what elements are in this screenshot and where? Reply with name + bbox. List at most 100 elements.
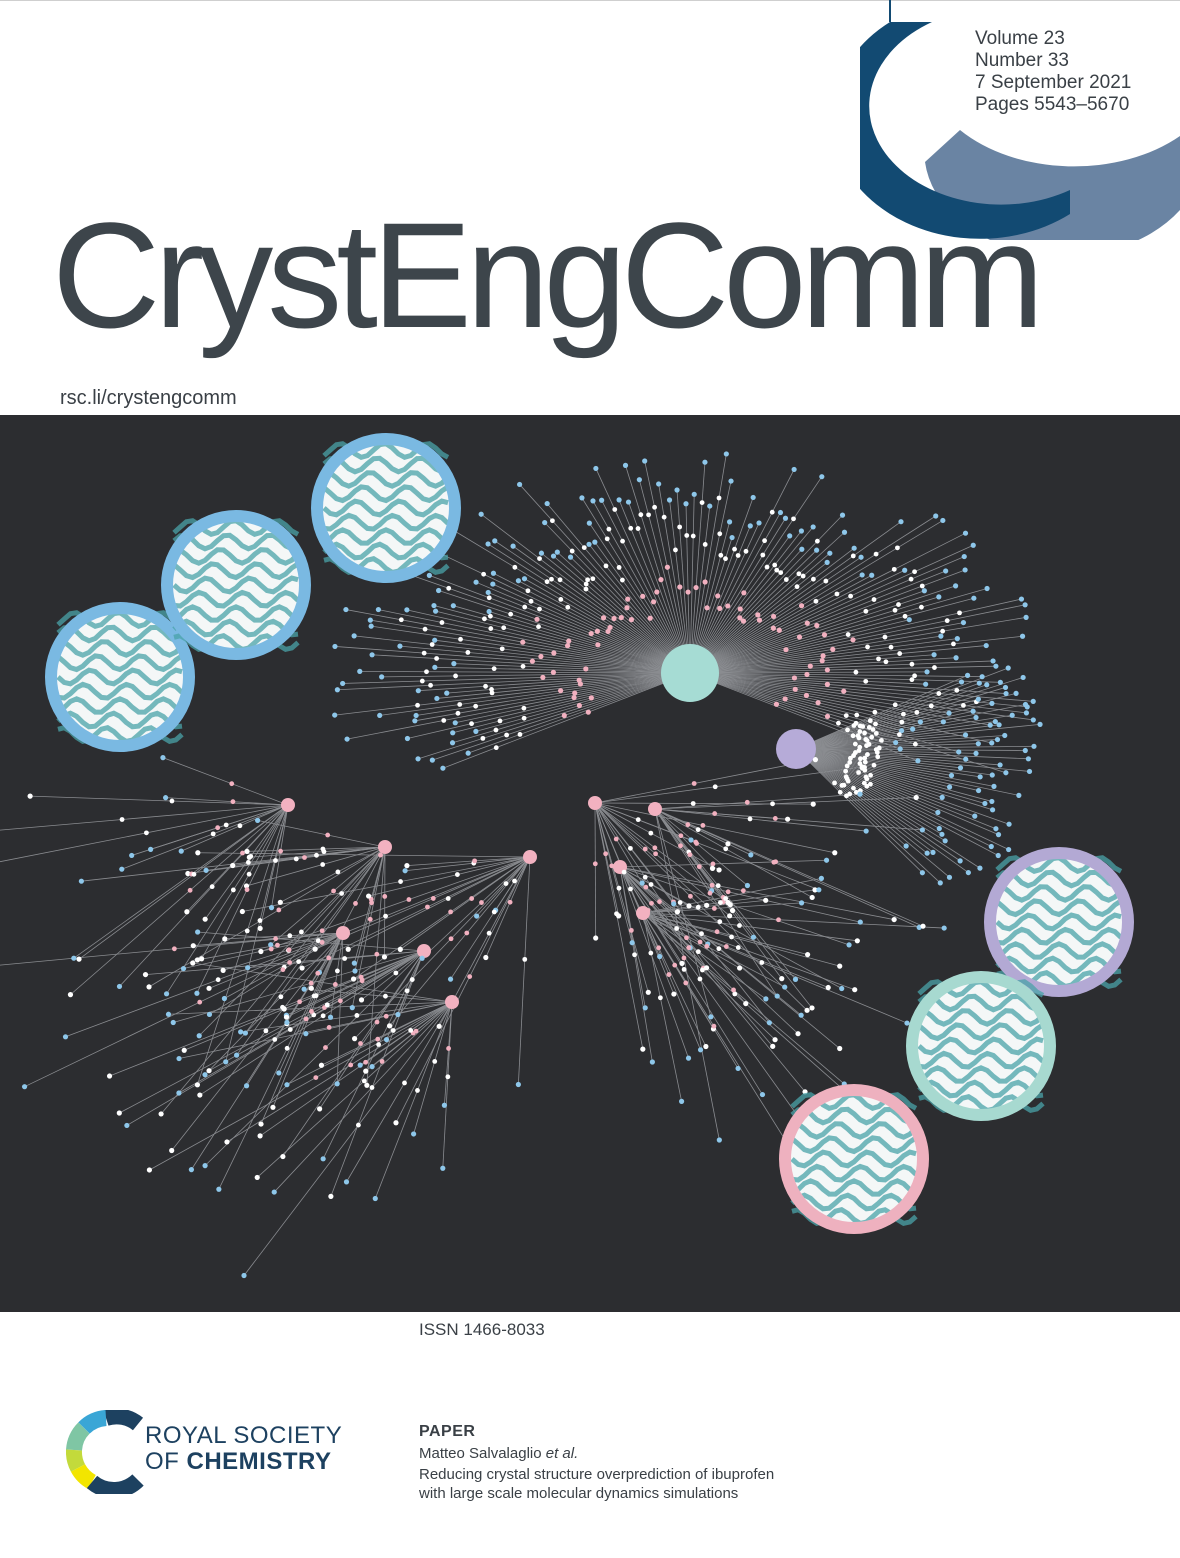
graph-node bbox=[957, 610, 962, 616]
graph-node bbox=[756, 520, 762, 526]
graph-node bbox=[782, 515, 789, 521]
graph-node bbox=[245, 859, 251, 865]
graph-node bbox=[766, 1020, 772, 1026]
graph-node bbox=[315, 938, 321, 944]
graph-node bbox=[661, 514, 667, 520]
issn-text: ISSN 1466-8033 bbox=[419, 1320, 545, 1339]
graph-node bbox=[255, 817, 261, 823]
graph-node bbox=[257, 1133, 263, 1139]
volume-text: Volume 23 bbox=[975, 28, 1065, 49]
graph-node bbox=[417, 944, 431, 958]
graph-node bbox=[697, 1047, 704, 1053]
graph-node bbox=[571, 694, 577, 701]
graph-node bbox=[62, 1034, 69, 1040]
graph-node bbox=[779, 976, 785, 982]
graph-node bbox=[331, 888, 336, 894]
graph-node bbox=[837, 1045, 843, 1052]
graph-node bbox=[590, 498, 596, 504]
graph-node bbox=[860, 724, 866, 729]
graph-node bbox=[422, 626, 428, 632]
graph-node bbox=[844, 793, 849, 799]
graph-node bbox=[825, 984, 831, 991]
graph-node bbox=[308, 985, 314, 991]
graph-node bbox=[195, 850, 201, 856]
graph-node bbox=[455, 710, 461, 716]
graph-node bbox=[871, 762, 877, 768]
graph-node bbox=[991, 783, 997, 789]
graph-node bbox=[939, 794, 945, 800]
graph-node bbox=[836, 720, 841, 726]
graph-node bbox=[473, 703, 479, 709]
graph-node bbox=[230, 799, 236, 805]
graph-node bbox=[375, 1036, 381, 1042]
graph-node bbox=[654, 589, 660, 595]
graph-node bbox=[997, 762, 1003, 768]
graph-node bbox=[334, 687, 341, 693]
graph-node bbox=[446, 585, 452, 591]
graph-node bbox=[557, 688, 564, 694]
graph-node bbox=[744, 882, 751, 889]
graph-node bbox=[1026, 768, 1033, 775]
graph-node bbox=[850, 637, 856, 643]
graph-node bbox=[798, 1012, 804, 1018]
graph-node bbox=[773, 859, 779, 865]
graph-node bbox=[863, 828, 869, 834]
graph-node bbox=[792, 976, 799, 982]
graph-node bbox=[763, 897, 769, 903]
graph-node bbox=[650, 599, 657, 605]
graph-node bbox=[943, 568, 949, 574]
graph-node bbox=[812, 757, 819, 763]
graph-node bbox=[445, 995, 459, 1009]
graph-node bbox=[377, 712, 383, 719]
graph-node bbox=[202, 1163, 208, 1169]
graph-node bbox=[729, 534, 735, 541]
graph-node bbox=[909, 661, 915, 667]
graph-node bbox=[732, 991, 738, 997]
graph-node bbox=[710, 861, 716, 867]
graph-node bbox=[844, 763, 850, 769]
graph-node bbox=[936, 825, 942, 832]
graph-node bbox=[345, 946, 351, 952]
graph-node bbox=[677, 524, 683, 530]
graph-node bbox=[303, 1031, 309, 1037]
graph-node bbox=[995, 832, 1002, 838]
graph-node bbox=[544, 579, 550, 585]
graph-node bbox=[729, 907, 736, 914]
graph-node bbox=[796, 571, 802, 577]
graph-node bbox=[517, 732, 523, 737]
graph-node bbox=[326, 955, 332, 961]
graph-node bbox=[717, 900, 723, 905]
graph-node bbox=[941, 925, 947, 931]
graph-node bbox=[946, 874, 953, 880]
graph-node bbox=[520, 663, 526, 669]
graph-node bbox=[901, 711, 906, 717]
graph-node bbox=[237, 823, 243, 829]
graph-node bbox=[962, 530, 969, 536]
graph-node bbox=[988, 843, 994, 850]
graph-node bbox=[876, 656, 881, 662]
graph-node bbox=[230, 887, 236, 893]
graph-node bbox=[413, 712, 419, 719]
graph-node bbox=[185, 870, 191, 877]
graph-node bbox=[642, 874, 648, 880]
graph-node bbox=[924, 669, 930, 675]
graph-node bbox=[727, 913, 733, 919]
graph-node bbox=[342, 956, 348, 961]
crystal-structure-circle-3 bbox=[311, 433, 461, 583]
graph-node bbox=[473, 728, 479, 734]
graph-node bbox=[699, 931, 704, 937]
graph-node bbox=[616, 497, 622, 503]
graph-node bbox=[782, 984, 788, 990]
graph-node bbox=[585, 709, 591, 715]
paper-title-line-1: Reducing crystal structure overpredictio… bbox=[419, 1466, 775, 1483]
graph-node bbox=[870, 727, 876, 732]
graph-node bbox=[490, 570, 497, 576]
graph-node bbox=[616, 885, 622, 891]
graph-node bbox=[298, 929, 304, 935]
graph-node bbox=[340, 680, 346, 687]
graph-node bbox=[691, 491, 697, 497]
graph-node bbox=[848, 755, 853, 761]
graph-node bbox=[315, 970, 321, 976]
graph-node bbox=[939, 831, 945, 837]
graph-node bbox=[415, 1088, 420, 1093]
